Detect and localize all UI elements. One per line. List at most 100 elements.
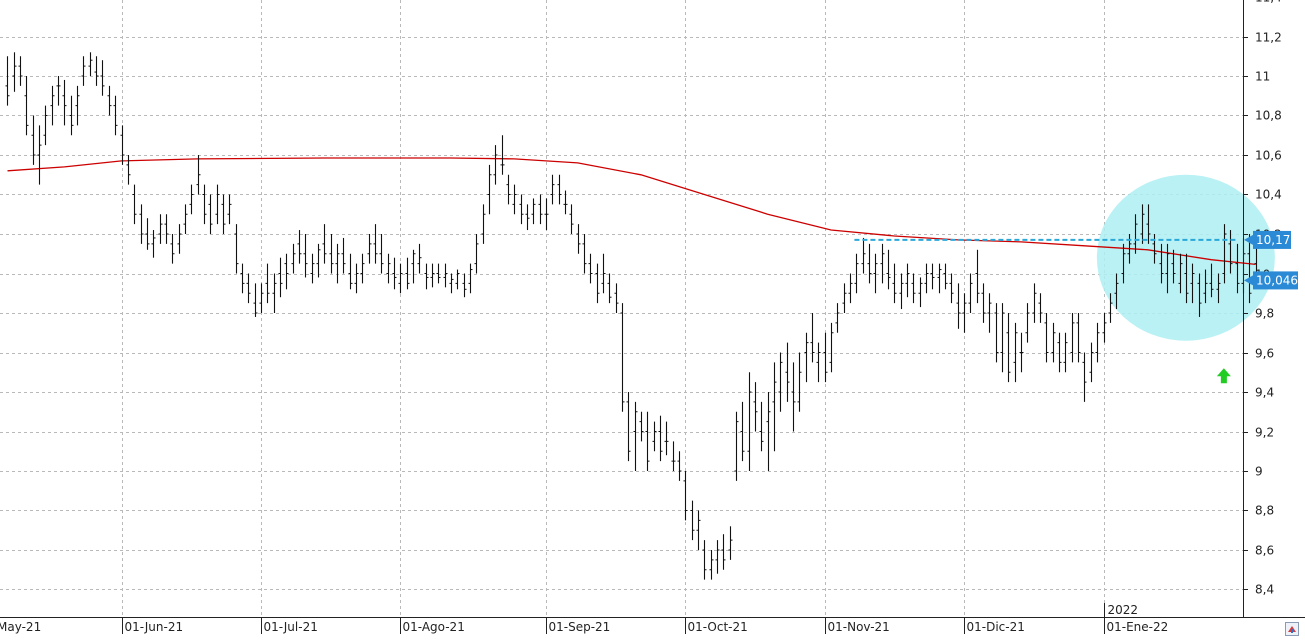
- ohlc-bar: [601, 253, 606, 294]
- ohlc-bar: [1114, 273, 1119, 310]
- ohlc-bar: [544, 198, 549, 231]
- ohlc-bar: [639, 411, 644, 442]
- ohlc-bar: [861, 237, 866, 274]
- ohlc-bar: [215, 184, 220, 225]
- ohlc-bar: [1228, 230, 1233, 274]
- ohlc-bar: [791, 362, 796, 432]
- ohlc-bar: [107, 85, 112, 116]
- ohlc-bar: [924, 263, 929, 294]
- ohlc-bar: [1006, 313, 1011, 383]
- ohlc-bar: [12, 52, 17, 92]
- y-tick-label: 8,8: [1255, 504, 1274, 518]
- ohlc-bar: [94, 56, 99, 86]
- ohlc-bar: [316, 243, 321, 278]
- ohlc-bar: [1108, 293, 1113, 323]
- ohlc-bar: [576, 224, 581, 254]
- ohlc-bar: [677, 451, 682, 481]
- ohlc-bar: [259, 283, 264, 313]
- ohlc-bar: [158, 214, 163, 244]
- ohlc-bar: [690, 500, 695, 541]
- ohlc-bar: [443, 263, 448, 288]
- ohlc-bar: [1032, 283, 1037, 323]
- ohlc-bar: [24, 76, 29, 136]
- ohlc-bar: [291, 243, 296, 274]
- ohlc-bar: [481, 204, 486, 244]
- ohlc-bar: [1235, 243, 1240, 294]
- ohlc-bar: [816, 342, 821, 383]
- ohlc-bar: [968, 273, 973, 313]
- y-tick-label: 11,4: [1255, 0, 1282, 5]
- x-tick-label: 01-Jun-21: [125, 620, 184, 634]
- ohlc-bar: [734, 411, 739, 481]
- ohlc-bar: [354, 263, 359, 294]
- ohlc-bar: [633, 401, 638, 471]
- y-tick-label: 11,2: [1255, 31, 1282, 45]
- ohlc-bar: [196, 155, 201, 195]
- ohlc-bar: [1184, 253, 1189, 304]
- ohlc-bar: [56, 76, 61, 106]
- ohlc-bar: [1159, 243, 1164, 284]
- ohlc-bar: [588, 253, 593, 284]
- ohlc-bar: [1171, 249, 1176, 284]
- ohlc-bar: [5, 56, 10, 106]
- ohlc-bar: [1095, 322, 1100, 363]
- ohlc-bar: [455, 269, 460, 290]
- ohlc-bar: [937, 263, 942, 294]
- ohlc-bar: [987, 293, 992, 333]
- year-label: 2022: [1108, 603, 1139, 617]
- price-label-text: 10,046: [1256, 273, 1298, 287]
- ohlc-bar: [1140, 204, 1145, 244]
- ohlc-bar: [918, 277, 923, 308]
- ohlc-bar: [975, 249, 980, 304]
- ohlc-bar: [208, 194, 213, 234]
- y-tick-label: 11: [1255, 70, 1270, 84]
- ohlc-bar: [1178, 253, 1183, 294]
- ohlc-bar: [525, 204, 530, 231]
- ohlc-bar: [823, 332, 828, 383]
- y-tick-label: 9,8: [1255, 307, 1274, 321]
- ohlc-bar: [683, 471, 688, 521]
- y-tick-label: 9,6: [1255, 347, 1274, 361]
- ohlc-bar: [335, 243, 340, 284]
- ohlc-bar: [392, 257, 397, 290]
- x-tick-label: 01-Sep-21: [549, 620, 611, 634]
- ohlc-bar: [310, 253, 315, 284]
- ohlc-bar: [728, 526, 733, 560]
- up-arrow-icon: [1216, 368, 1231, 384]
- ohlc-bar: [265, 263, 270, 304]
- ohlc-bar: [538, 194, 543, 225]
- ohlc-bar: [772, 362, 777, 452]
- ohlc-bars: [5, 52, 1259, 580]
- ohlc-bar: [1216, 273, 1221, 304]
- ohlc-bar: [398, 263, 403, 294]
- ohlc-bar: [50, 85, 55, 126]
- ohlc-bar: [797, 352, 802, 412]
- ohlc-bar: [449, 273, 454, 294]
- ohlc-bar: [1121, 243, 1126, 284]
- ohlc-bar: [949, 273, 954, 304]
- ohlc-bar: [753, 382, 758, 432]
- chart-settings-icon[interactable]: [1285, 622, 1299, 636]
- ohlc-bar: [652, 421, 657, 452]
- ohlc-bar: [1222, 224, 1227, 284]
- ohlc-bar: [905, 263, 910, 298]
- ohlc-bar: [126, 155, 131, 185]
- ohlc-bar: [177, 224, 182, 254]
- ohlc-bar: [1190, 263, 1195, 304]
- ohlc-bar: [468, 263, 473, 294]
- ohlc-bar: [747, 372, 752, 471]
- ohlc-bar: [614, 283, 619, 313]
- ohlc-bar: [626, 392, 631, 462]
- ohlc-bar: [569, 204, 574, 234]
- ohlc-bar: [1082, 352, 1087, 402]
- ohlc-bar: [664, 421, 669, 456]
- ohlc-bar: [550, 174, 555, 205]
- ohlc-bar: [367, 234, 372, 264]
- ohlc-bar: [18, 56, 23, 86]
- ohlc-bar: [740, 401, 745, 462]
- ohlc-bar: [607, 273, 612, 304]
- ohlc-bar: [240, 263, 245, 294]
- ohlc-bar: [702, 540, 707, 580]
